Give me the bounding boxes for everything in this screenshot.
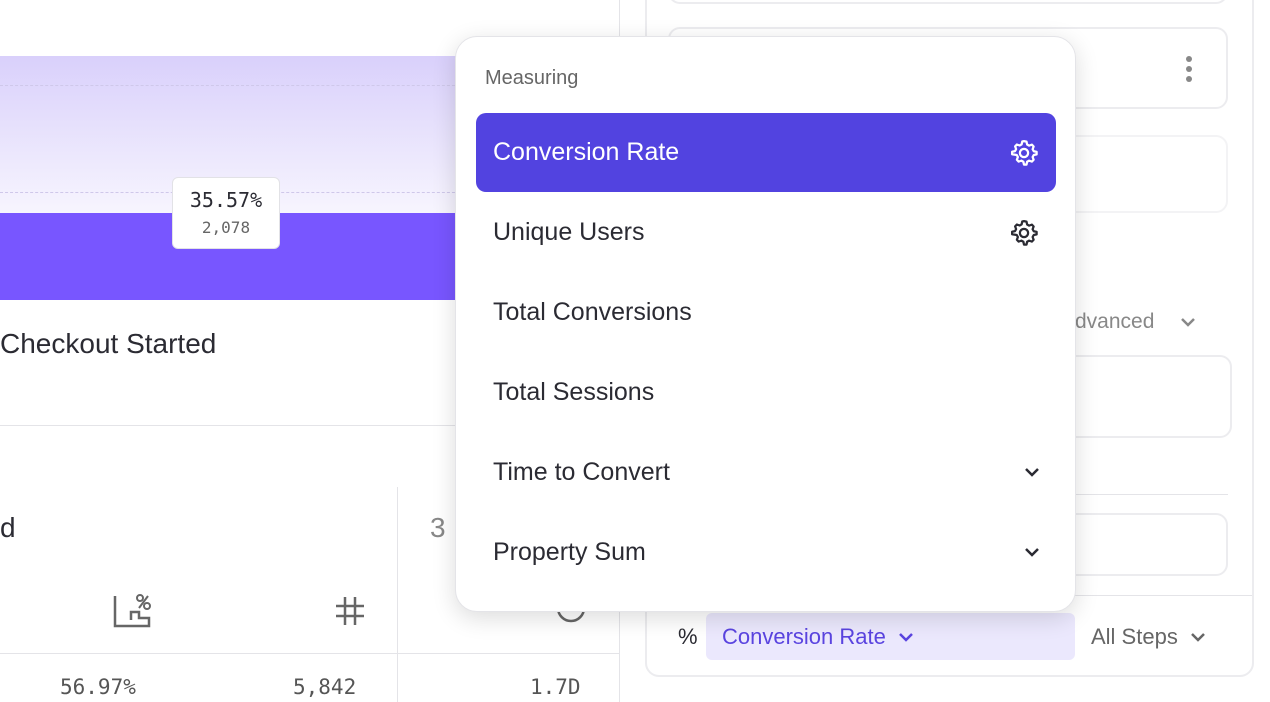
kebab-menu-icon[interactable]: [1183, 55, 1195, 85]
menu-item-label: Total Conversions: [493, 298, 692, 326]
chevron-down-icon[interactable]: [1180, 316, 1196, 328]
measure-selector[interactable]: Conversion Rate: [706, 613, 1075, 660]
step-label: Checkout Started: [0, 328, 217, 359]
chevron-down-icon[interactable]: [1017, 545, 1047, 561]
menu-item-label: Time to Convert: [493, 458, 670, 486]
menu-item-property-sum[interactable]: Property Sum: [476, 513, 1056, 592]
percent-symbol: %: [678, 624, 698, 649]
conversion-count: 2,078: [201, 218, 251, 237]
chevron-down-icon: [1190, 633, 1205, 642]
hash-icon[interactable]: [334, 595, 366, 627]
conversion-percent: 35.57%: [189, 188, 263, 212]
cell-conversion: 56.97%: [60, 675, 136, 699]
advanced-toggle[interactable]: dvanced: [1075, 310, 1155, 333]
column-header: d: [0, 512, 16, 543]
menu-item-unique-users[interactable]: Unique Users: [476, 193, 1056, 272]
chevron-down-icon: [898, 632, 913, 642]
divider: [1060, 494, 1228, 495]
percent-chart-icon[interactable]: [112, 592, 152, 630]
menu-item-time-to-convert[interactable]: Time to Convert: [476, 433, 1056, 512]
cell-count: 5,842: [293, 675, 357, 699]
menu-item-label: Unique Users: [493, 218, 645, 246]
menu-item-label: Conversion Rate: [493, 138, 680, 166]
chevron-down-icon[interactable]: [1017, 465, 1047, 481]
menu-item-total-conversions[interactable]: Total Conversions: [476, 273, 1056, 352]
steps-label: All Steps: [1091, 624, 1178, 649]
measure-label: Conversion Rate: [722, 623, 886, 649]
menu-item-total-sessions[interactable]: Total Sessions: [476, 353, 1056, 432]
dropdown-title: Measuring: [485, 67, 579, 89]
funnel-chart-panel: 35.57% 2,078 Checkout Started d 3 56.97%…: [0, 0, 620, 702]
column-divider: [397, 487, 398, 702]
menu-item-conversion-rate[interactable]: Conversion Rate: [476, 113, 1056, 192]
divider: [0, 653, 620, 654]
card: [668, 0, 1228, 4]
steps-selector[interactable]: All Steps: [1091, 624, 1206, 650]
menu-item-label: Total Sessions: [493, 378, 655, 406]
gear-icon[interactable]: [1009, 218, 1039, 248]
bar-tooltip: 35.57% 2,078: [172, 177, 280, 249]
measuring-dropdown: Measuring Conversion Rate Unique Users T…: [455, 36, 1076, 612]
menu-item-label: Property Sum: [493, 538, 646, 566]
cell-time: 1.7D: [530, 675, 581, 699]
gridline: [0, 85, 470, 86]
gear-icon[interactable]: [1009, 138, 1039, 168]
divider: [0, 425, 620, 426]
column-header: 3: [430, 512, 446, 543]
